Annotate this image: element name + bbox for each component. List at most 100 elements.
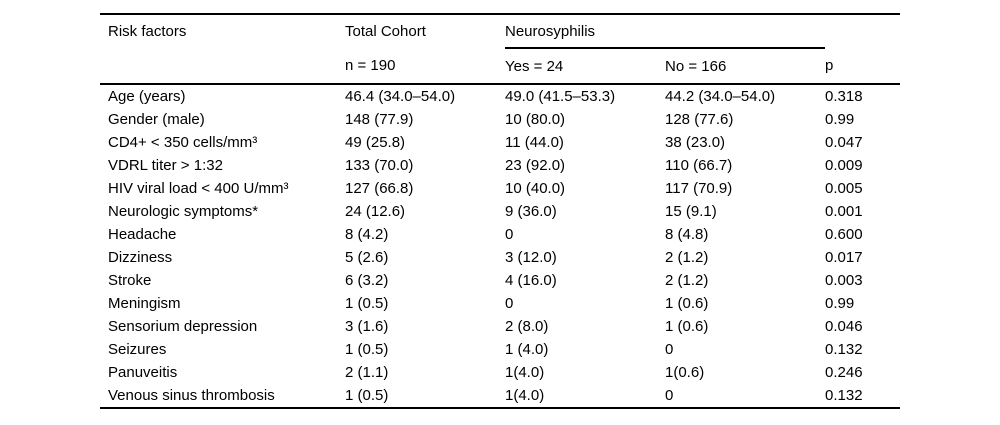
neurosyphilis-no-value: 1(0.6) bbox=[665, 364, 705, 381]
risk-factor-label: Dizziness bbox=[108, 249, 173, 266]
header-row-groups: Risk factors Total Cohort Neurosyphilis bbox=[100, 14, 900, 49]
table-row: VDRL titer > 1:32 133 (70.0) 23 (92.0) 1… bbox=[100, 154, 900, 177]
table-row: CD4+ < 350 cells/mm³ 49 (25.8) 11 (44.0)… bbox=[100, 131, 900, 154]
col-header-total-cohort: Total Cohort bbox=[345, 23, 426, 40]
neurosyphilis-yes-value: 4 (16.0) bbox=[505, 272, 557, 289]
total-cohort-value: 1 (0.5) bbox=[345, 341, 389, 358]
neurosyphilis-yes-value: 0 bbox=[505, 295, 514, 312]
risk-factors-data-table: Risk factors Total Cohort Neurosyphilis … bbox=[100, 13, 901, 409]
p-value: 0.132 bbox=[825, 387, 863, 404]
total-cohort-value: 2 (1.1) bbox=[345, 364, 389, 381]
neurosyphilis-yes-value: 3 (12.0) bbox=[505, 249, 557, 266]
col-header-p-spacer bbox=[825, 14, 900, 48]
p-value: 0.318 bbox=[825, 88, 863, 105]
table-row: HIV viral load < 400 U/mm³ 127 (66.8) 10… bbox=[100, 177, 900, 200]
p-value: 0.001 bbox=[825, 203, 863, 220]
table-row: Venous sinus thrombosis 1 (0.5) 1(4.0) 0… bbox=[100, 384, 900, 408]
total-cohort-value: 8 (4.2) bbox=[345, 226, 389, 243]
p-value: 0.047 bbox=[825, 134, 863, 151]
header-row-subheaders: n = 190 Yes = 24 No = 166 p bbox=[100, 48, 901, 85]
neurosyphilis-yes-value: 11 (44.0) bbox=[505, 134, 564, 151]
col-subheader-total-n: n = 190 bbox=[345, 48, 505, 85]
risk-factor-label: CD4+ < 350 cells/mm³ bbox=[108, 134, 258, 151]
risk-factor-label: VDRL titer > 1:32 bbox=[108, 157, 223, 174]
total-cohort-value: 127 (66.8) bbox=[345, 180, 414, 197]
neurosyphilis-no-value: 2 (1.2) bbox=[665, 272, 709, 289]
col-subheader-yes: Yes = 24 bbox=[505, 48, 665, 85]
risk-factor-label: Panuveitis bbox=[108, 364, 178, 381]
neurosyphilis-no-value: 0 bbox=[665, 387, 674, 404]
table-row: Dizziness 5 (2.6) 3 (12.0) 2 (1.2) 0.017 bbox=[100, 246, 900, 269]
p-value: 0.009 bbox=[825, 157, 863, 174]
neurosyphilis-yes-value: 10 (80.0) bbox=[505, 111, 566, 128]
p-value: 0.99 bbox=[825, 295, 855, 312]
total-cohort-value: 5 (2.6) bbox=[345, 249, 389, 266]
total-cohort-value: 148 (77.9) bbox=[345, 111, 414, 128]
risk-factor-label: Age (years) bbox=[108, 88, 186, 105]
total-cohort-value: 133 (70.0) bbox=[345, 157, 414, 174]
risk-factor-label: HIV viral load < 400 U/mm³ bbox=[108, 180, 289, 197]
risk-factor-label: Venous sinus thrombosis bbox=[108, 387, 275, 404]
total-cohort-value: 1 (0.5) bbox=[345, 295, 389, 312]
col-header-p: p bbox=[825, 48, 901, 85]
total-cohort-value: 1 (0.5) bbox=[345, 387, 389, 404]
table-row: Stroke 6 (3.2) 4 (16.0) 2 (1.2) 0.003 bbox=[100, 269, 900, 292]
total-cohort-value: 24 (12.6) bbox=[345, 203, 406, 220]
table-row: Headache 8 (4.2) 0 8 (4.8) 0.600 bbox=[100, 223, 900, 246]
p-value: 0.600 bbox=[825, 226, 863, 243]
neurosyphilis-yes-value: 0 bbox=[505, 226, 514, 243]
neurosyphilis-no-value: 38 (23.0) bbox=[665, 134, 726, 151]
neurosyphilis-yes-value: 2 (8.0) bbox=[505, 318, 549, 335]
risk-factor-label: Gender (male) bbox=[108, 111, 205, 128]
table-header: Risk factors Total Cohort Neurosyphilis … bbox=[100, 14, 901, 85]
neurosyphilis-no-value: 117 (70.9) bbox=[665, 180, 733, 197]
col-group-header-neurosyphilis: Neurosyphilis bbox=[505, 14, 826, 49]
col-subheader-empty bbox=[100, 48, 345, 85]
risk-factors-table: Risk factors Total Cohort Neurosyphilis … bbox=[100, 13, 901, 409]
neurosyphilis-yes-value: 23 (92.0) bbox=[505, 157, 566, 174]
risk-factor-label: Meningism bbox=[108, 295, 181, 312]
total-cohort-value: 49 (25.8) bbox=[345, 134, 406, 151]
neurosyphilis-yes-value: 49.0 (41.5–53.3) bbox=[505, 88, 616, 105]
table-row: Meningism 1 (0.5) 0 1 (0.6) 0.99 bbox=[100, 292, 900, 315]
risk-factor-label: Neurologic symptoms* bbox=[108, 203, 259, 220]
neurosyphilis-no-value: 1 (0.6) bbox=[665, 318, 709, 335]
neurosyphilis-no-value: 15 (9.1) bbox=[665, 203, 717, 220]
neurosyphilis-yes-value: 1(4.0) bbox=[505, 387, 545, 404]
table-row: Neurologic symptoms* 24 (12.6) 9 (36.0) … bbox=[100, 200, 900, 223]
table-body: Age (years) 46.4 (34.0–54.0) 49.0 (41.5–… bbox=[100, 84, 900, 408]
neurosyphilis-no-value: 1 (0.6) bbox=[665, 295, 709, 312]
p-value: 0.003 bbox=[825, 272, 863, 289]
neurosyphilis-no-value: 8 (4.8) bbox=[665, 226, 709, 243]
neurosyphilis-yes-value: 1 (4.0) bbox=[505, 341, 549, 358]
neurosyphilis-yes-value: 10 (40.0) bbox=[505, 180, 566, 197]
p-value: 0.046 bbox=[825, 318, 863, 335]
risk-factor-label: Seizures bbox=[108, 341, 167, 358]
p-value: 0.017 bbox=[825, 249, 863, 266]
total-cohort-value: 46.4 (34.0–54.0) bbox=[345, 88, 456, 105]
neurosyphilis-yes-value: 1(4.0) bbox=[505, 364, 545, 381]
table-row: Sensorium depression 3 (1.6) 2 (8.0) 1 (… bbox=[100, 315, 900, 338]
neurosyphilis-yes-value: 9 (36.0) bbox=[505, 203, 557, 220]
risk-factor-label: Stroke bbox=[108, 272, 152, 289]
table-row: Gender (male) 148 (77.9) 10 (80.0) 128 (… bbox=[100, 108, 900, 131]
p-value: 0.99 bbox=[825, 111, 855, 128]
p-value: 0.005 bbox=[825, 180, 863, 197]
col-header-risk-factors: Risk factors bbox=[108, 23, 187, 40]
table-row: Seizures 1 (0.5) 1 (4.0) 0 0.132 bbox=[100, 338, 900, 361]
neurosyphilis-no-value: 2 (1.2) bbox=[665, 249, 709, 266]
neurosyphilis-no-value: 128 (77.6) bbox=[665, 111, 734, 128]
table-row: Age (years) 46.4 (34.0–54.0) 49.0 (41.5–… bbox=[100, 84, 900, 108]
col-subheader-no: No = 166 bbox=[665, 48, 826, 85]
p-value: 0.246 bbox=[825, 364, 863, 381]
total-cohort-value: 3 (1.6) bbox=[345, 318, 389, 335]
neurosyphilis-no-value: 44.2 (34.0–54.0) bbox=[665, 88, 776, 105]
table-row: Panuveitis 2 (1.1) 1(4.0) 1(0.6) 0.246 bbox=[100, 361, 900, 384]
total-cohort-value: 6 (3.2) bbox=[345, 272, 389, 289]
p-value: 0.132 bbox=[825, 341, 863, 358]
risk-factor-label: Headache bbox=[108, 226, 177, 243]
neurosyphilis-no-value: 110 (66.7) bbox=[665, 157, 733, 174]
neurosyphilis-no-value: 0 bbox=[665, 341, 674, 358]
risk-factor-label: Sensorium depression bbox=[108, 318, 258, 335]
